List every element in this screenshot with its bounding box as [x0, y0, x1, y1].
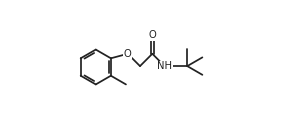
Text: O: O [124, 49, 131, 59]
Text: O: O [149, 31, 156, 40]
Text: NH: NH [157, 61, 172, 71]
